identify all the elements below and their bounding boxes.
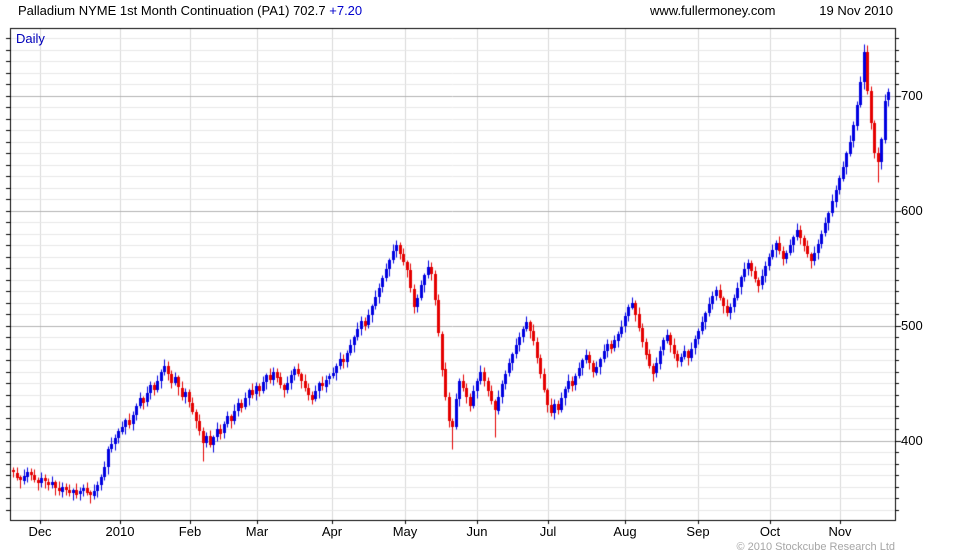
chart-date: 19 Nov 2010 <box>819 3 893 18</box>
instrument-name: Palladium NYME 1st Month Continuation (P… <box>18 3 290 18</box>
x-axis-label: Dec <box>28 524 52 539</box>
x-axis-label: Mar <box>245 524 269 539</box>
y-axis-label: 500 <box>901 317 923 333</box>
x-axis-label: Jun <box>466 524 488 539</box>
x-axis-label: Apr <box>321 524 343 539</box>
frequency-label: Daily <box>16 31 45 46</box>
x-axis-label: Aug <box>613 524 637 539</box>
y-axis-label: 400 <box>901 432 923 448</box>
x-axis-label: May <box>392 524 418 539</box>
chart-title: Palladium NYME 1st Month Continuation (P… <box>18 3 362 18</box>
x-axis-label: 2010 <box>105 524 135 539</box>
x-axis-label: Feb <box>178 524 202 539</box>
y-axis-label: 700 <box>901 87 923 103</box>
copyright-notice: © 2010 Stockcube Research Ltd <box>736 541 895 553</box>
x-axis-label: Sep <box>686 524 710 539</box>
x-axis-label: Nov <box>828 524 852 539</box>
last-price: 702.7 <box>293 3 326 18</box>
y-axis-label: 600 <box>901 202 923 218</box>
x-axis-label: Jul <box>539 524 557 539</box>
x-axis-label: Oct <box>759 524 781 539</box>
price-change: +7.20 <box>329 3 363 18</box>
website-link[interactable]: www.fullermoney.com <box>650 3 776 18</box>
